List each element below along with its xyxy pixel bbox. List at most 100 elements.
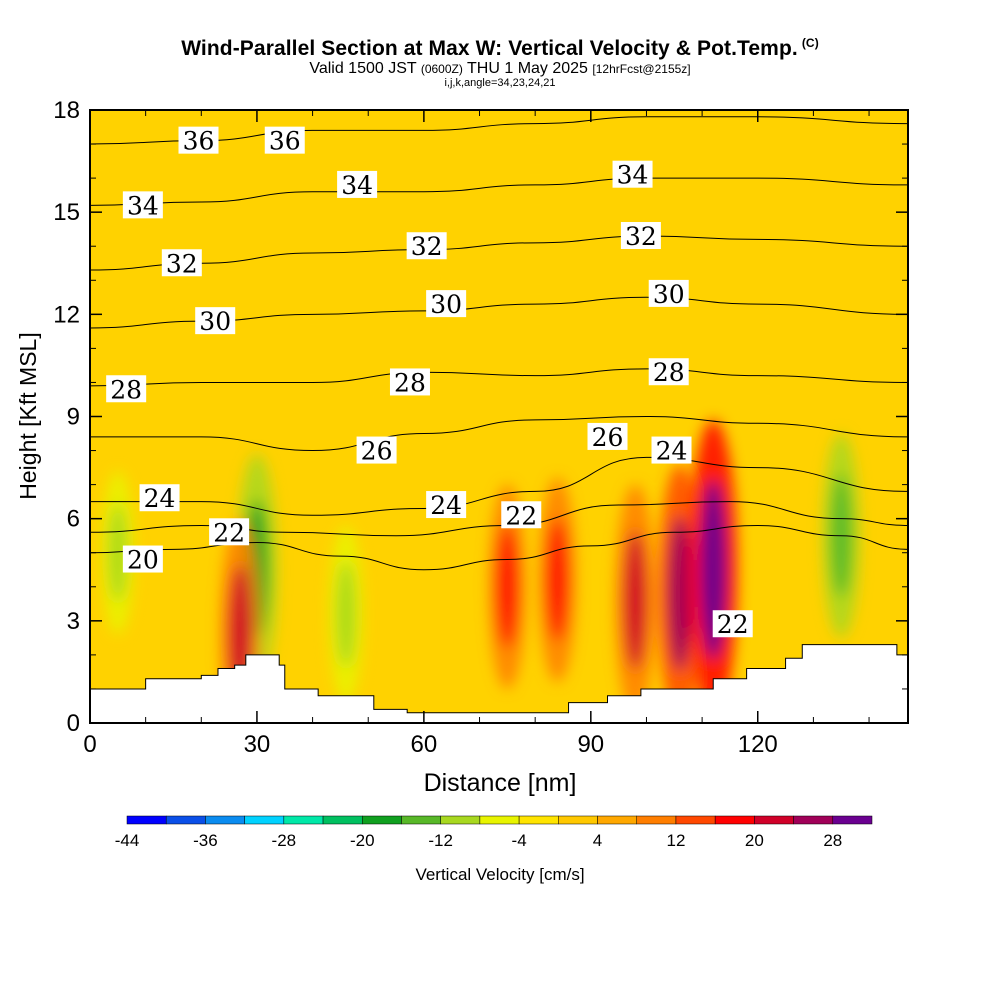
contour-label-box	[161, 249, 202, 277]
contour-label-group: 34	[122, 191, 163, 220]
y-tick-label: 6	[67, 506, 80, 533]
contour-label-group: 24	[139, 484, 180, 513]
chart-subtitle: Valid 1500 JST (0600Z) THU 1 May 2025 [1…	[0, 60, 1000, 78]
copyright-mark: (C)	[801, 36, 819, 50]
terrain-profile	[89, 644, 909, 724]
colorbar-swatch	[205, 815, 245, 825]
contour-label-group: 24	[651, 436, 692, 466]
contour-label-box	[587, 422, 628, 450]
contour-label: 24	[656, 437, 688, 466]
colorbar-swatch	[754, 815, 794, 825]
contour-label: 28	[110, 375, 142, 404]
w-feature-core	[497, 525, 518, 649]
contour-label: 26	[592, 423, 624, 452]
contour-label-box	[612, 160, 653, 188]
isentrope-line	[90, 368, 908, 387]
y-tick-label: 12	[53, 301, 80, 328]
colorbar-swatch	[479, 815, 520, 825]
contour-label-group: 34	[612, 160, 653, 190]
colorbar-swatch	[793, 815, 834, 825]
contour-label-box	[195, 307, 236, 335]
contour-label: 36	[269, 127, 301, 156]
isentrope-line	[90, 415, 908, 452]
colorbar-swatch	[714, 815, 755, 825]
y-tick-label: 3	[67, 608, 80, 635]
w-feature-core	[336, 560, 356, 668]
x-tick-label: 120	[738, 731, 778, 758]
contour-label: 30	[430, 290, 462, 319]
valid-date: THU 1 May 2025	[467, 60, 588, 77]
contour-label: 30	[653, 280, 685, 309]
y-tick-label: 18	[53, 97, 80, 124]
colorbar-swatch	[440, 815, 481, 825]
colorbar-swatch	[832, 815, 873, 825]
x-tick-label: 90	[577, 731, 604, 758]
y-axis-label: Height [Kft MSL]	[15, 332, 41, 499]
contour-label: 26	[361, 437, 393, 466]
contour-label-group: 22	[501, 501, 542, 530]
contour-label-box	[337, 170, 378, 198]
isentrope-line	[90, 456, 908, 516]
colorbar-tick-label: -44	[115, 831, 140, 850]
colorbar: -44 -36 -28 -20 -12 -4 4 12 20 28	[115, 815, 873, 850]
contour-label-group: 32	[161, 249, 202, 278]
forecast-info: [12hrFcst@2155z]	[592, 62, 691, 76]
colorbar-swatch	[126, 815, 167, 825]
contour-label-group: 32	[406, 232, 447, 261]
contour-label: 28	[653, 358, 685, 387]
contour-label-box	[122, 545, 163, 573]
contour-label-box	[426, 491, 467, 519]
isentrope-line	[90, 177, 908, 206]
contour-label-box	[712, 610, 753, 638]
colorbar-swatch	[597, 815, 637, 825]
contour-label-group: 36	[264, 126, 305, 156]
contour-label-box	[651, 436, 692, 464]
contour-label-box	[356, 436, 397, 464]
colorbar-swatch	[401, 815, 441, 825]
contour-label: 24	[144, 484, 176, 513]
contour-label: 20	[127, 546, 159, 575]
contour-label-box	[122, 191, 163, 219]
colorbar-tick-label: -20	[350, 831, 375, 850]
w-feature-core	[547, 518, 568, 642]
contour-label-group: 24	[426, 491, 467, 520]
y-tick-label: 15	[53, 199, 80, 226]
contour-label-box	[264, 126, 305, 154]
x-tick-label: 30	[244, 731, 271, 758]
contour-label-box	[106, 375, 147, 403]
contour-label: 32	[166, 249, 198, 278]
contour-label: 28	[394, 368, 426, 397]
index-info: i,j,k,angle=34,23,24,21	[444, 77, 556, 89]
contour-label: 34	[617, 161, 649, 190]
contour-label: 22	[213, 518, 245, 547]
contour-label-group: 30	[426, 290, 467, 319]
colorbar-tick-label: 28	[823, 831, 842, 850]
contour-label: 36	[183, 127, 215, 156]
chart-title: Wind-Parallel Section at Max W: Vertical…	[0, 36, 1000, 61]
chart-title-text: Wind-Parallel Section at Max W: Vertical…	[181, 37, 798, 60]
colorbar-swatch	[558, 815, 598, 825]
contour-label-group: 36	[178, 127, 219, 156]
contour-label-box	[139, 484, 180, 512]
contour-label-group: 30	[195, 307, 236, 336]
contour-label-box	[209, 518, 250, 546]
vertical-velocity-field	[90, 110, 908, 723]
colorbar-tick-label: -4	[512, 831, 527, 850]
contour-label-group: 30	[648, 279, 689, 309]
terrain	[89, 644, 909, 724]
colorbar-swatch	[322, 815, 363, 825]
colorbar-tick-label: 12	[666, 831, 685, 850]
contour-label: 32	[625, 222, 657, 251]
colorbar-swatch	[165, 815, 206, 825]
contour-label-box	[648, 279, 689, 307]
colorbar-tick-label: -12	[428, 831, 453, 850]
contour-label-box	[406, 232, 447, 260]
contour-label-group: 20	[122, 545, 163, 575]
contour-label: 30	[199, 307, 231, 336]
contour-label-group: 28	[106, 375, 147, 404]
contour-label: 34	[127, 191, 159, 220]
colorbar-tick-label: 20	[745, 831, 764, 850]
colorbar-swatch	[675, 815, 716, 825]
